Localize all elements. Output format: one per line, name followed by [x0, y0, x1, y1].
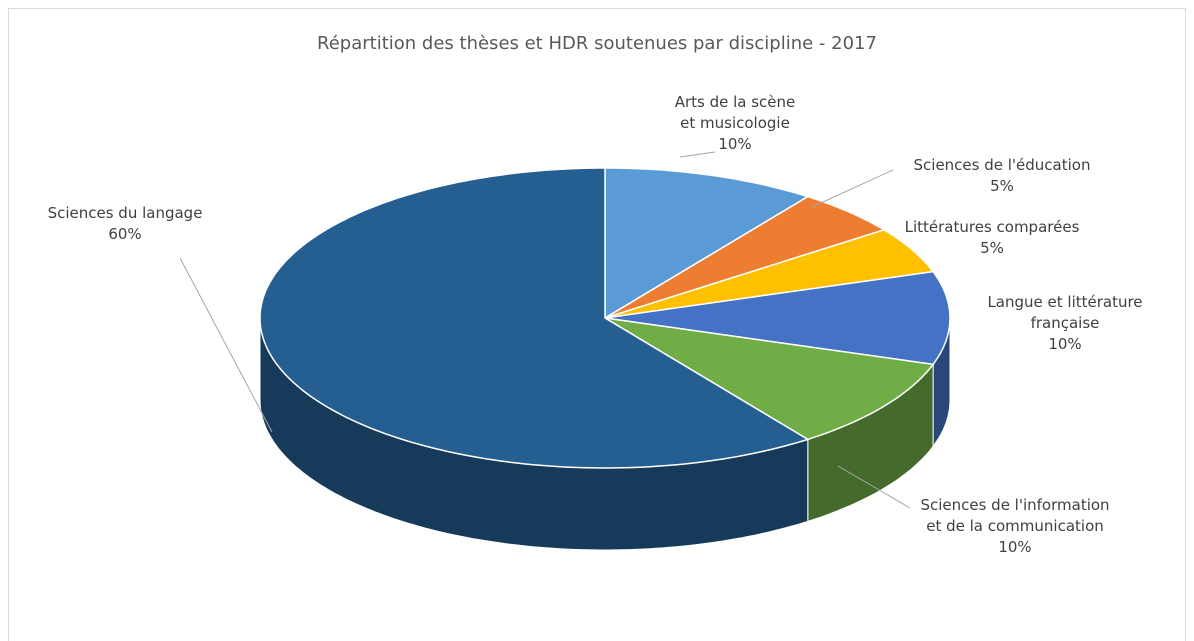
- pie-slice: [604, 167, 810, 320]
- category-name: Langue et littérature française: [987, 293, 1143, 332]
- category-name: Arts de la scène et musicologie: [674, 93, 796, 132]
- slice-label: Sciences de l'éducation 5%: [872, 155, 1132, 197]
- slice-label: Sciences du langage 60%: [35, 203, 215, 245]
- slice-label: Sciences de l'information et de la commu…: [913, 495, 1118, 558]
- leader-line: [811, 169, 894, 208]
- value-label: 10%: [1048, 335, 1082, 353]
- pie-slice: [259, 167, 810, 469]
- leader-line: [179, 257, 273, 433]
- slice-label: Langue et littérature française 10%: [978, 292, 1153, 355]
- value-label: 5%: [990, 177, 1014, 195]
- leader-line: [837, 465, 911, 509]
- category-name: Sciences du langage: [47, 204, 203, 222]
- category-name: Sciences de l'éducation: [913, 156, 1091, 174]
- value-label: 10%: [718, 135, 752, 153]
- value-label: 60%: [108, 225, 142, 243]
- pie-slice: [604, 228, 935, 319]
- pie-slice: [604, 317, 935, 441]
- pie-slice: [604, 195, 886, 319]
- slice-label: Littératures comparées 5%: [862, 217, 1122, 259]
- chart-frame: [8, 8, 1186, 641]
- leader-line: [679, 151, 716, 158]
- value-label: 5%: [980, 239, 1004, 257]
- pie-slice: [604, 270, 951, 366]
- slice-label: Arts de la scène et musicologie 10%: [670, 92, 800, 155]
- category-name: Littératures comparées: [904, 218, 1080, 236]
- category-name: Sciences de l'information et de la commu…: [920, 496, 1110, 535]
- chart-title: Répartition des thèses et HDR soutenues …: [317, 33, 877, 54]
- value-label: 10%: [998, 538, 1032, 556]
